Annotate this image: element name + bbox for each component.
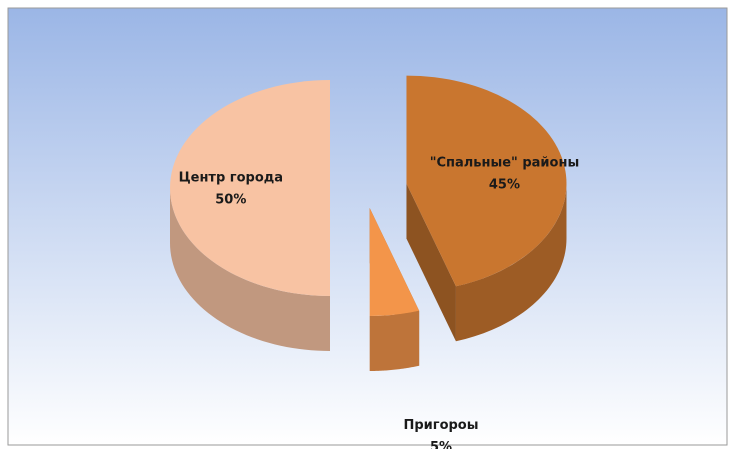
slice-wall bbox=[170, 188, 330, 351]
data-label-value: 5% bbox=[430, 440, 452, 449]
data-label-value: 45% bbox=[489, 178, 520, 193]
data-label-name: Пригороы bbox=[403, 418, 478, 433]
data-label-value: 50% bbox=[215, 193, 246, 208]
data-label-name: "Спальные" районы bbox=[430, 156, 580, 171]
pie bbox=[170, 75, 567, 372]
slice-side bbox=[406, 183, 456, 342]
slice bbox=[170, 80, 330, 296]
slice bbox=[369, 208, 420, 317]
slice-wall bbox=[369, 310, 420, 372]
slice-wall bbox=[455, 183, 567, 342]
slice bbox=[406, 75, 567, 287]
plot-background bbox=[7, 7, 728, 446]
data-label-name: Центр города bbox=[179, 171, 283, 186]
